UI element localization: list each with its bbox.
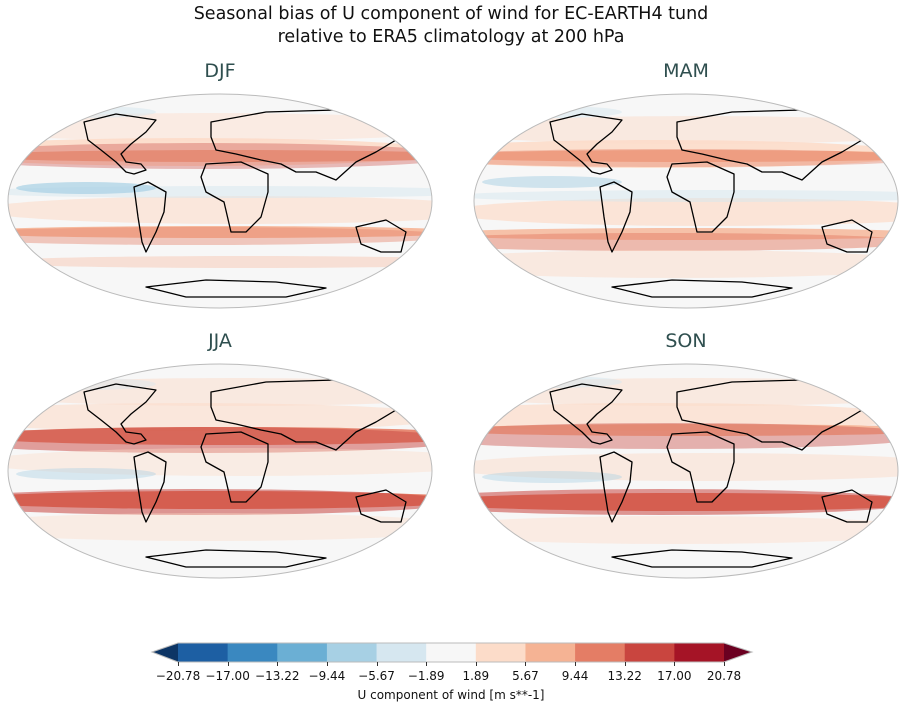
colorbar-tick-label: −20.78 [155,669,201,683]
bias-contour [8,256,432,268]
colorbar-label: U component of wind [m s**-1] [357,688,545,702]
colorbar-segment [376,643,427,662]
bias-contour [482,471,622,483]
colorbar [150,642,754,663]
colorbar-tick-mark [376,662,378,666]
colorbar-segment [277,643,328,662]
map-mam [473,93,899,309]
colorbar-tick-mark [624,662,626,666]
colorbar-tick-mark [326,662,328,666]
colorbar-segment [525,643,576,662]
bias-contour [474,516,898,544]
bias-contour [8,196,432,224]
colorbar-under-arrow [152,643,178,662]
bias-contour [474,250,898,278]
colorbar-tick-label: 20.78 [706,669,742,683]
colorbar-tick-label: 1.89 [462,669,490,683]
bias-contour [474,190,898,202]
panel-title-djf: DJF [204,60,236,82]
colorbar-segment [426,643,477,662]
bias-contour [474,198,898,226]
map-jja [7,363,433,579]
bias-contour [474,233,898,251]
bias-contour [16,468,156,480]
colorbar-tick-label: −17.00 [205,669,250,683]
colorbar-over-arrow [724,643,752,662]
coastlines [83,379,407,568]
colorbar-tick-mark [674,662,676,666]
colorbar-segment [475,643,526,662]
bias-contour [8,143,432,169]
bias-contour [474,453,898,481]
figure-title-line2: relative to ERA5 climatology at 200 hPa [277,27,625,47]
figure-title-line1: Seasonal bias of U component of wind for… [193,4,709,24]
coastlines [83,109,407,298]
map-djf [7,93,433,309]
colorbar-segment [178,643,229,662]
bias-contour [474,116,898,144]
colorbar-tick-mark [426,662,428,666]
bias-contour [16,182,156,194]
colorbar-segment [674,643,725,662]
colorbar-segment [624,643,675,662]
colorbar-tick-label: −5.67 [358,669,395,683]
colorbar-tick-mark [178,662,179,666]
bias-contour [474,150,898,162]
map-son [473,363,899,579]
colorbar-tick-mark [724,662,725,666]
bias-contour [474,489,898,515]
bias-contour [8,226,432,238]
bias-contour [8,513,432,541]
colorbar-tick-label: −1.89 [407,669,445,683]
bias-contour [8,403,432,431]
colorbar-tick-label: 17.00 [657,669,692,683]
bias-contour [8,378,432,406]
bias-contour [474,403,898,431]
colorbar-tick-label: 9.44 [561,669,589,683]
bias-contour [8,113,432,141]
colorbar-tick-mark [475,662,477,666]
colorbar-segment [326,643,378,662]
colorbar-tick-label: 13.22 [607,669,642,683]
map-boundary [473,363,899,579]
bias-contour [8,489,432,515]
panel-title-mam: MAM [663,60,709,82]
colorbar-tick-mark [575,662,577,666]
bias-contour [474,424,898,436]
bias-contour [474,149,898,167]
map-boundary [7,93,433,309]
map-boundary [7,363,433,579]
coastlines [549,379,873,568]
colorbar-tick-label: 5.67 [512,669,539,683]
colorbar-tick-label: −13.22 [255,669,300,683]
colorbar-tick-mark [525,662,527,666]
coastlines [549,109,873,298]
panel-title-jja: JJA [208,330,232,352]
colorbar-segment [575,643,626,662]
bias-contour [474,423,898,449]
map-boundary [473,93,899,309]
bias-contour [8,448,432,476]
bias-contour [8,227,432,245]
colorbar-tick-label: −9.44 [308,669,346,683]
bias-contour [482,176,622,188]
panel-title-son: SON [665,330,707,352]
colorbar-tick-mark [227,662,229,666]
bias-contour [8,150,432,162]
colorbar-tick-mark [277,662,279,666]
colorbar-segment [227,643,278,662]
bias-contour [474,378,898,406]
